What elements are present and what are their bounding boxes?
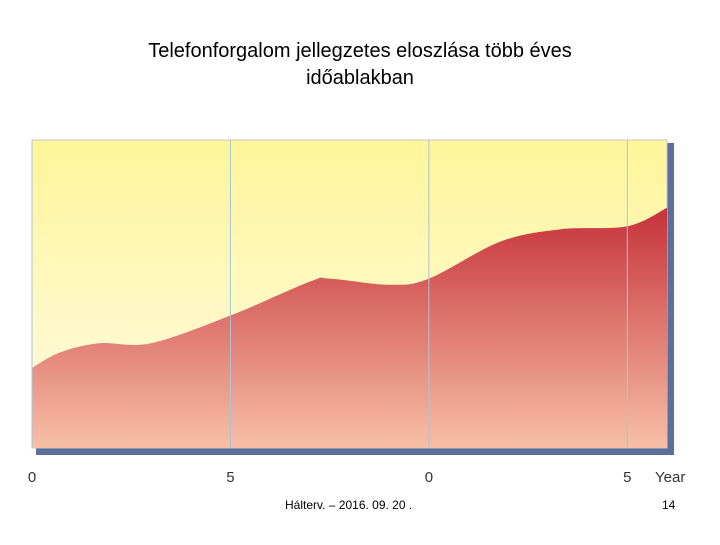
x-axis-label: Year	[655, 469, 685, 486]
area	[32, 207, 667, 448]
footer-text: Hálterv. – 2016. 09. 20 .	[285, 498, 412, 512]
x-tick-label: 0	[28, 469, 36, 486]
x-tick-label: 5	[623, 469, 631, 486]
page-number: 14	[662, 498, 676, 512]
x-tick-label: 0	[425, 469, 433, 486]
x-tick-label: 5	[226, 469, 234, 486]
slide-title: Telefonforgalom jellegzetes eloszlása tö…	[148, 40, 572, 89]
